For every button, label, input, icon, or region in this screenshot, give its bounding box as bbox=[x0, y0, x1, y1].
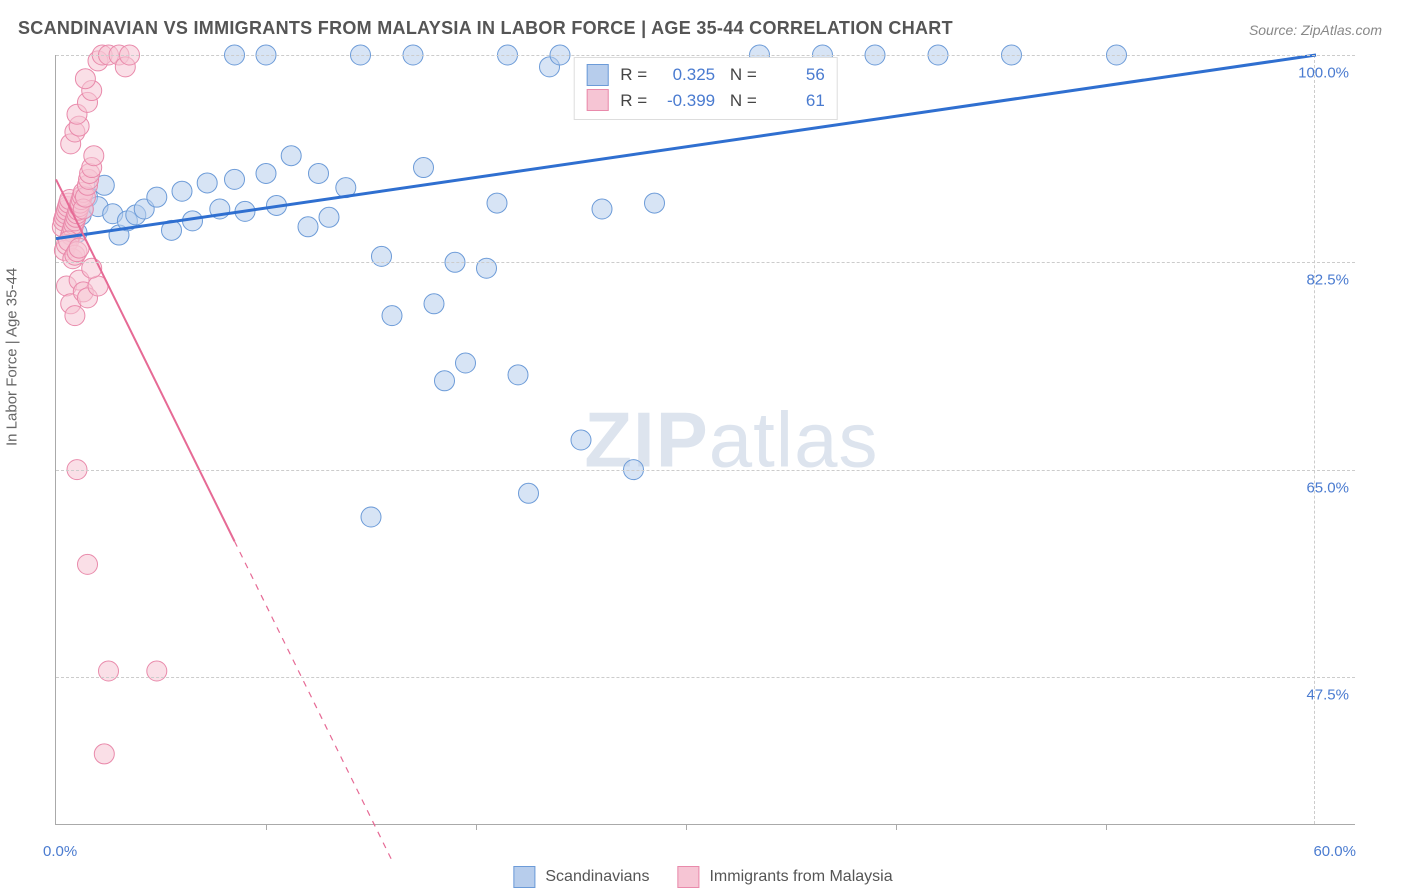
data-point bbox=[519, 483, 539, 503]
swatch-pink bbox=[586, 89, 608, 111]
y-tick-label: 82.5% bbox=[1306, 272, 1349, 289]
data-point bbox=[99, 661, 119, 681]
legend-n-label: N = bbox=[725, 62, 757, 88]
legend-r-blue: 0.325 bbox=[657, 62, 715, 88]
legend-label-pink: Immigrants from Malaysia bbox=[709, 868, 892, 886]
data-point bbox=[65, 306, 85, 326]
data-point bbox=[75, 69, 95, 89]
chart-title: SCANDINAVIAN VS IMMIGRANTS FROM MALAYSIA… bbox=[18, 18, 953, 39]
legend-row-pink: R = -0.399 N = 61 bbox=[586, 88, 825, 114]
data-point bbox=[456, 353, 476, 373]
swatch-pink-bottom bbox=[677, 866, 699, 888]
legend-series: Scandinavians Immigrants from Malaysia bbox=[513, 866, 892, 888]
legend-label-blue: Scandinavians bbox=[545, 868, 649, 886]
data-point bbox=[256, 163, 276, 183]
data-point bbox=[382, 306, 402, 326]
data-point bbox=[424, 294, 444, 314]
data-point bbox=[197, 173, 217, 193]
data-point bbox=[147, 661, 167, 681]
plot-svg bbox=[56, 55, 1355, 824]
legend-n-blue: 56 bbox=[767, 62, 825, 88]
data-point bbox=[281, 146, 301, 166]
data-point bbox=[82, 258, 102, 278]
x-tick bbox=[476, 824, 477, 830]
trend-line-extrapolated bbox=[235, 541, 393, 860]
data-point bbox=[94, 744, 114, 764]
swatch-blue-bottom bbox=[513, 866, 535, 888]
data-point bbox=[84, 146, 104, 166]
source-attribution: Source: ZipAtlas.com bbox=[1249, 22, 1382, 38]
data-point bbox=[571, 430, 591, 450]
legend-r-label: R = bbox=[620, 62, 647, 88]
x-tick bbox=[686, 824, 687, 830]
data-point bbox=[372, 246, 392, 266]
legend-item-scandinavians: Scandinavians bbox=[513, 866, 649, 888]
plot-area: ZIPatlas R = 0.325 N = 56 R = -0.399 N =… bbox=[55, 55, 1355, 825]
data-point bbox=[309, 163, 329, 183]
y-tick-label: 100.0% bbox=[1298, 65, 1349, 82]
x-tick bbox=[1106, 824, 1107, 830]
data-point bbox=[172, 181, 192, 201]
legend-item-malaysia: Immigrants from Malaysia bbox=[677, 866, 892, 888]
swatch-blue bbox=[586, 64, 608, 86]
data-point bbox=[319, 207, 339, 227]
legend-n-pink: 61 bbox=[767, 88, 825, 114]
gridline-y bbox=[56, 55, 1355, 56]
y-tick-label: 47.5% bbox=[1306, 686, 1349, 703]
x-tick bbox=[266, 824, 267, 830]
data-point bbox=[414, 158, 434, 178]
trend-line bbox=[56, 179, 235, 541]
correlation-chart: SCANDINAVIAN VS IMMIGRANTS FROM MALAYSIA… bbox=[0, 0, 1406, 892]
data-point bbox=[147, 187, 167, 207]
gridline-y bbox=[56, 677, 1355, 678]
data-point bbox=[477, 258, 497, 278]
data-point bbox=[361, 507, 381, 527]
legend-r-label: R = bbox=[620, 88, 647, 114]
x-axis-min-label: 0.0% bbox=[43, 843, 77, 860]
x-axis-max-label: 60.0% bbox=[1313, 843, 1356, 860]
legend-correlation: R = 0.325 N = 56 R = -0.399 N = 61 bbox=[573, 57, 838, 120]
data-point bbox=[225, 169, 245, 189]
data-point bbox=[508, 365, 528, 385]
data-point bbox=[487, 193, 507, 213]
legend-n-label: N = bbox=[725, 88, 757, 114]
gridline-y bbox=[56, 262, 1355, 263]
legend-row-blue: R = 0.325 N = 56 bbox=[586, 62, 825, 88]
data-point bbox=[435, 371, 455, 391]
y-tick-label: 65.0% bbox=[1306, 479, 1349, 496]
data-point bbox=[298, 217, 318, 237]
x-tick bbox=[896, 824, 897, 830]
legend-r-pink: -0.399 bbox=[657, 88, 715, 114]
y-axis-label: In Labor Force | Age 35-44 bbox=[4, 268, 21, 446]
data-point bbox=[645, 193, 665, 213]
data-point bbox=[592, 199, 612, 219]
data-point bbox=[78, 554, 98, 574]
gridline-y bbox=[56, 470, 1355, 471]
